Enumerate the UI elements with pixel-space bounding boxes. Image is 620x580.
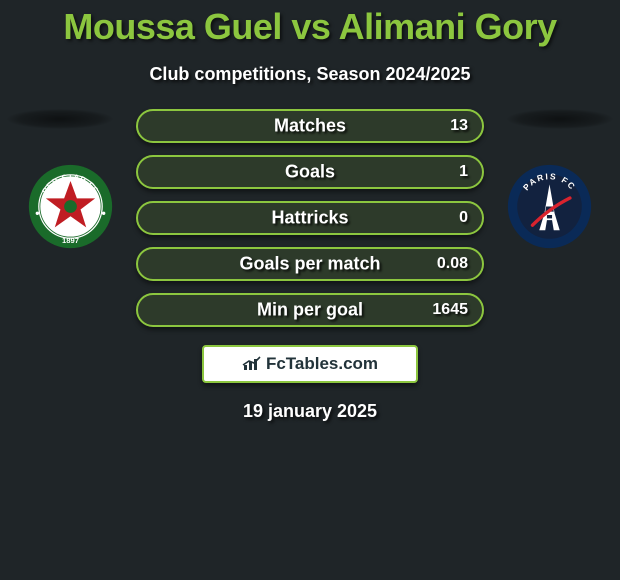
stat-value: 1645 xyxy=(432,301,468,319)
stat-label: Goals xyxy=(138,162,482,183)
stat-row: Goals1 xyxy=(136,155,484,189)
stat-value: 0 xyxy=(459,209,468,227)
stat-value: 13 xyxy=(450,117,468,135)
chart-icon xyxy=(242,356,262,372)
stats-area: RED STAR FC 1897 PARIS FC Matches13 Goals… xyxy=(0,109,620,422)
stat-row: Matches13 xyxy=(136,109,484,143)
stat-row: Hattricks0 xyxy=(136,201,484,235)
stat-label: Matches xyxy=(138,116,482,137)
stat-row: Min per goal1645 xyxy=(136,293,484,327)
badge-left-year: 1897 xyxy=(62,236,79,245)
brand-box: FcTables.com xyxy=(202,345,418,383)
stat-value: 0.08 xyxy=(437,255,468,273)
page-title: Moussa Guel vs Alimani Gory xyxy=(0,6,620,48)
player-shadow-left xyxy=(7,109,113,129)
brand-text: FcTables.com xyxy=(266,354,378,374)
player-shadow-right xyxy=(507,109,613,129)
stat-row: Goals per match0.08 xyxy=(136,247,484,281)
comparison-card: Moussa Guel vs Alimani Gory Club competi… xyxy=(0,0,620,422)
brand-label: FcTables.com xyxy=(242,354,378,374)
club-badge-right: PARIS FC xyxy=(507,164,592,249)
club-badge-left: RED STAR FC 1897 xyxy=(28,164,113,249)
stat-label: Hattricks xyxy=(138,208,482,229)
stat-rows: Matches13 Goals1 Hattricks0 Goals per match… xyxy=(136,109,484,327)
stat-value: 1 xyxy=(459,163,468,181)
subtitle: Club competitions, Season 2024/2025 xyxy=(0,64,620,85)
stat-label: Goals per match xyxy=(138,254,482,275)
stat-label: Min per goal xyxy=(138,300,482,321)
date-text: 19 january 2025 xyxy=(0,401,620,422)
